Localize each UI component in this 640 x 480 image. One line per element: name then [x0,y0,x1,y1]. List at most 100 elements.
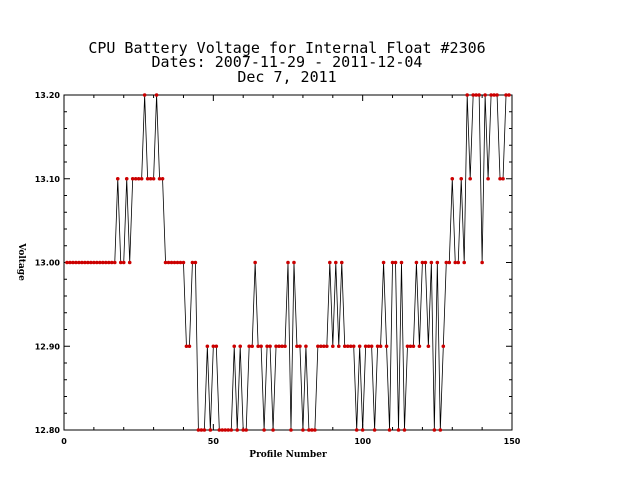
data-point [74,260,78,265]
y-axis: 12.80 12.90 13.00 13.10 13.20 [35,91,512,435]
data-point [372,428,377,432]
data-point [208,428,213,432]
data-point [489,93,493,97]
data-point [142,93,147,97]
data-point [181,260,186,265]
data-point [187,344,192,349]
data-point [169,260,174,265]
data-point [271,428,275,432]
data-point [71,260,75,265]
data-point [423,260,428,265]
chart-title-line-3: Dec 7, 2011 [237,68,336,86]
data-point [435,260,440,265]
data-point [471,93,475,97]
data-point [196,428,201,432]
data-point [98,260,102,265]
data-point [112,260,117,265]
data-point [286,260,290,265]
data-point [148,176,153,181]
data-point [238,344,243,349]
data-point [414,260,419,265]
data-point [328,260,332,265]
data-point [68,260,72,265]
data-point [429,260,434,265]
data-point [498,176,502,181]
data-point [166,260,171,265]
y-tick-label-0: 12.80 [35,426,61,435]
x-tick-label-0: 0 [61,437,67,446]
data-point [369,344,374,349]
data-point [178,260,183,265]
data-point [331,344,335,349]
data-point [366,344,371,349]
data-point [127,260,132,265]
data-point [223,428,228,432]
data-point [483,93,487,97]
data-point [384,344,389,349]
data-point [468,176,472,181]
data-point [304,344,308,349]
data-point [157,176,162,181]
data-point [298,344,302,349]
data-point [202,428,207,432]
data-point [145,176,150,181]
data-point [163,260,168,265]
data-point [104,260,108,265]
data-point [441,344,446,349]
data-point [283,344,287,349]
y-tick-label-2: 13.00 [35,259,61,268]
data-point [259,344,263,349]
data-point [396,428,401,432]
x-tick-label-1: 50 [208,437,220,446]
data-point [101,260,105,265]
data-point [268,344,272,349]
data-point [65,260,69,265]
data-point [107,260,111,265]
data-point [477,93,481,97]
data-point [295,344,299,349]
data-point [486,176,490,181]
data-point [118,260,123,265]
chart-title-line-1: CPU Battery Voltage for Internal Float #… [88,39,485,57]
y-tick-label-3: 13.10 [35,175,61,184]
data-point [474,93,478,97]
data-point [354,428,359,432]
x-axis: 0 50 100 150 [61,95,521,446]
data-point [274,344,278,349]
data-point [130,176,135,181]
data-point [402,428,407,432]
data-point [133,176,138,181]
data-point [151,176,156,181]
data-point [501,176,505,181]
data-point [363,344,368,349]
data-point [408,344,413,349]
data-point [154,93,159,97]
data-point [390,260,395,265]
data-point [217,428,222,432]
data-point [89,260,93,265]
data-point [381,260,386,265]
data-point [214,344,219,349]
data-point [432,428,437,432]
data-point [351,344,356,349]
chart-title-line-2: Dates: 2007-11-29 - 2011-12-04 [152,53,423,71]
data-point [172,260,177,265]
data-point [301,428,305,432]
data-point [184,344,189,349]
data-point [504,93,508,97]
data-point [417,344,422,349]
data-point [253,260,257,265]
data-point [444,260,449,265]
data-point [160,176,165,181]
data-point [322,344,326,349]
data-point [262,428,266,432]
data-point [211,344,216,349]
data-point [462,260,467,265]
data-point [256,344,260,349]
data-point [405,344,410,349]
data-point [109,260,114,265]
y-tick-label-1: 12.90 [35,342,61,351]
x-tick-label-2: 100 [354,437,371,446]
x-axis-title: Profile Number [249,450,327,460]
